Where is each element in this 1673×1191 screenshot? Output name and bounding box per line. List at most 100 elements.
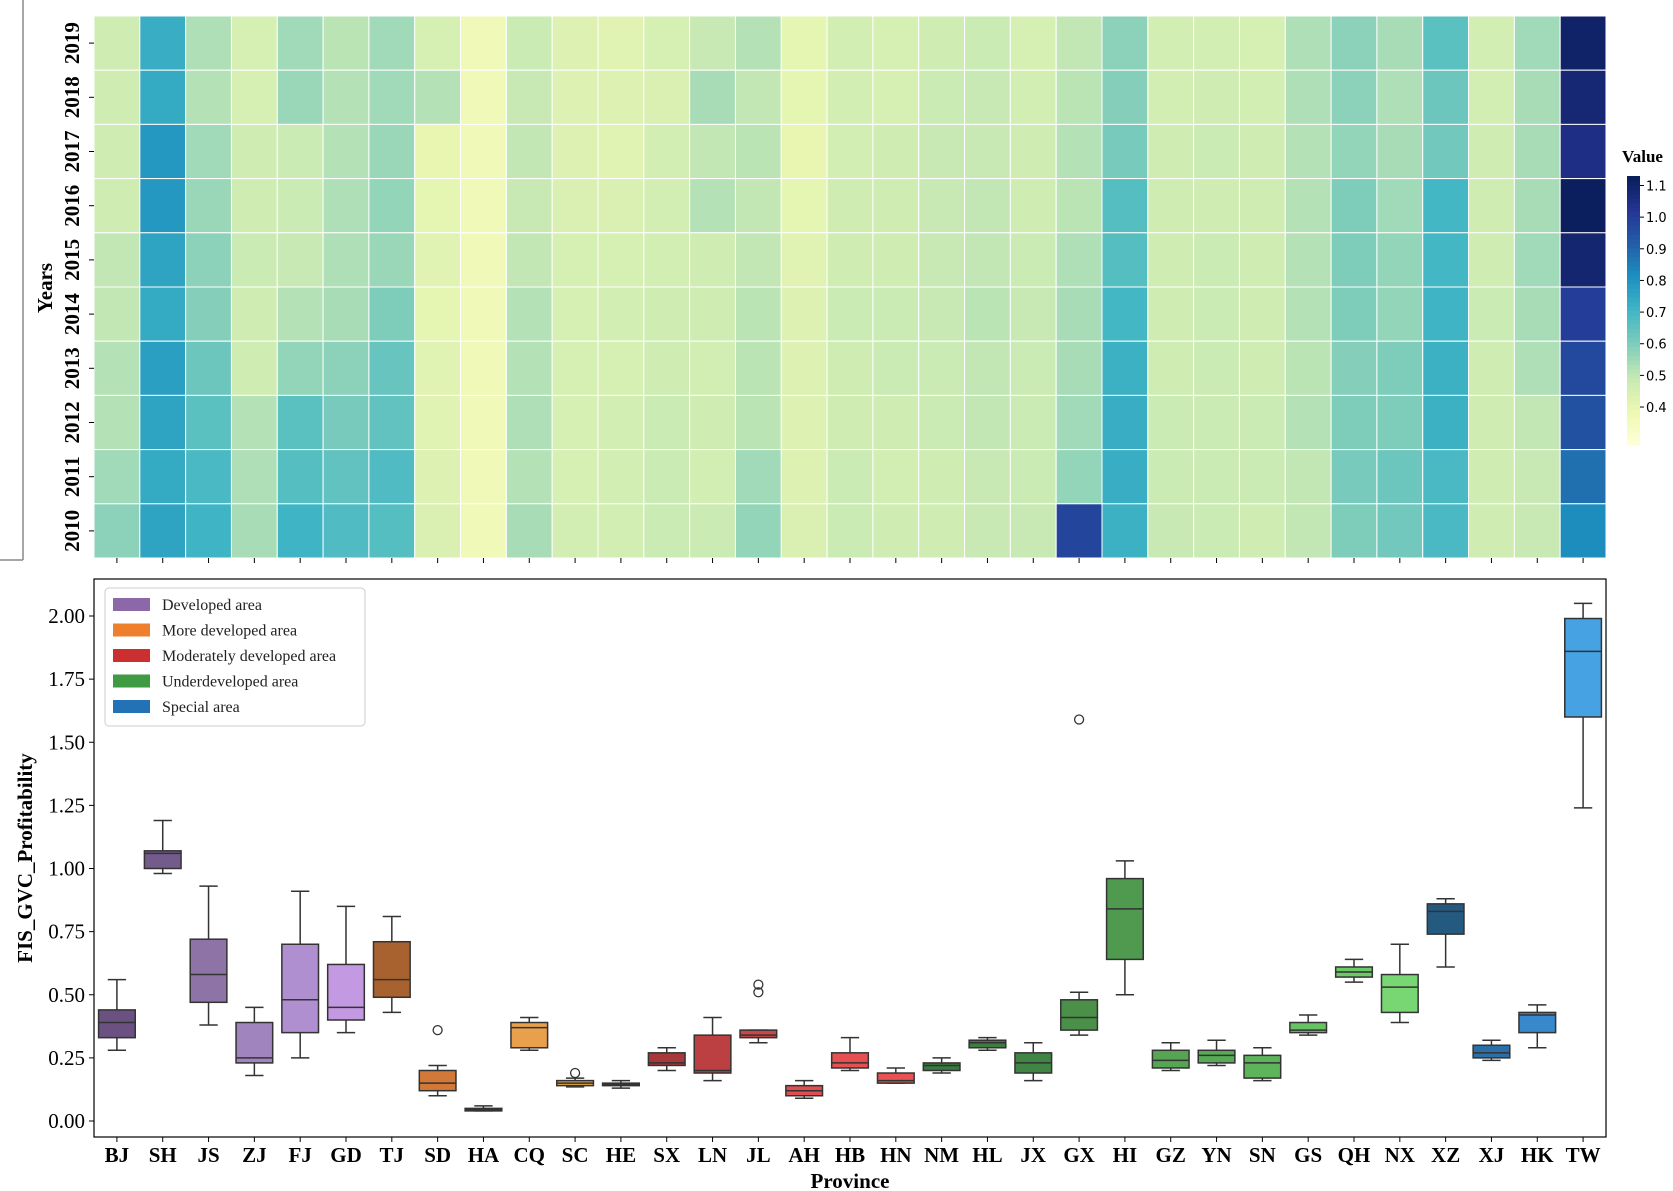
year-label: 2011 — [60, 456, 84, 497]
heatmap-ylabel: Years — [33, 263, 57, 313]
heatmap-cell — [597, 178, 645, 234]
heatmap-cell — [689, 69, 736, 125]
legend-swatch — [113, 649, 150, 662]
heatmap-cell — [551, 449, 599, 505]
box-JX: JX — [1014, 1041, 1053, 1167]
heatmap-cell — [826, 178, 874, 234]
heatmap-cell — [1055, 286, 1103, 342]
heatmap-cell — [1330, 178, 1378, 234]
heatmap-cell — [918, 286, 966, 342]
heatmap-cell — [597, 15, 645, 71]
box-QH: QH — [1334, 958, 1374, 1167]
box-ZJ: ZJ — [235, 1006, 274, 1167]
x-tick-label: HK — [1521, 1143, 1554, 1167]
heatmap-cell — [597, 232, 645, 288]
legend: Developed area More developed area Moderat… — [104, 587, 366, 727]
heatmap-cell — [185, 178, 232, 234]
heatmap-cell — [872, 232, 920, 288]
heatmap-cell — [1101, 232, 1149, 288]
colorbar-segment — [1627, 261, 1640, 267]
heatmap-cell — [643, 123, 691, 180]
box-JS: JS — [189, 885, 228, 1167]
heatmap-cell — [780, 394, 828, 451]
heatmap-cell — [505, 69, 553, 125]
heatmap-cell — [414, 15, 462, 71]
box-SH: SH — [143, 819, 182, 1167]
box-TW: TW — [1564, 602, 1603, 1167]
heatmap-cell — [643, 69, 691, 125]
box-body — [143, 850, 182, 870]
heatmap-cell — [964, 232, 1011, 288]
heatmap-cell — [1009, 340, 1057, 396]
heatmap-cell — [551, 232, 599, 288]
outlier-point — [753, 987, 764, 998]
heatmap-cell — [505, 449, 553, 505]
x-tick-label: GD — [330, 1143, 362, 1167]
colorbar-segment — [1627, 332, 1640, 338]
heatmap-cell — [964, 286, 1011, 342]
heatmap-cell — [689, 449, 736, 505]
box-SX: SX — [647, 1047, 686, 1167]
box-HI: HI — [1105, 860, 1144, 1167]
heatmap-cell — [93, 15, 141, 71]
legend-swatch — [113, 700, 150, 713]
heatmap-cell — [1330, 503, 1378, 559]
heatmap-cell — [368, 69, 416, 125]
heatmap-cell — [551, 340, 599, 396]
heatmap-cell — [918, 449, 966, 505]
heatmap-cell — [1101, 449, 1149, 505]
legend-label: Developed area — [162, 597, 262, 614]
heatmap-cell — [1468, 69, 1515, 125]
x-tick-label: NM — [924, 1143, 959, 1167]
heatmap-cell — [643, 449, 691, 505]
heatmap-cell — [597, 123, 645, 180]
heatmap-cell — [185, 286, 232, 342]
heatmap-cell — [139, 503, 187, 559]
heatmap-cell — [1330, 15, 1378, 71]
heatmap-cell — [1193, 232, 1240, 288]
colorbar-segment — [1627, 418, 1640, 424]
colorbar-segment — [1627, 431, 1640, 437]
heatmap-cell — [1330, 123, 1378, 180]
heatmap-cell — [139, 286, 187, 342]
heatmap-cell — [964, 503, 1011, 559]
heatmap-cell — [1422, 503, 1470, 559]
heatmap-cell — [643, 340, 691, 396]
heatmap-cell — [551, 286, 599, 342]
heatmap-cell — [918, 69, 966, 125]
colorbar-segment — [1627, 337, 1640, 343]
outlier-point — [1073, 714, 1085, 725]
heatmap-cell — [1238, 503, 1286, 559]
colorbar-tick-label: 0.4 — [1646, 401, 1667, 416]
heatmap-cell — [230, 69, 278, 125]
heatmap-cell — [1284, 286, 1332, 342]
heatmap-cell — [322, 123, 370, 180]
heatmap-cell — [1376, 178, 1424, 234]
x-tick-label: HB — [835, 1143, 865, 1167]
heatmap-cell — [918, 15, 966, 71]
heatmap-cell — [230, 15, 278, 71]
colorbar-segment — [1627, 252, 1640, 258]
colorbar-tick-label: 0.8 — [1646, 274, 1667, 289]
x-tick-label: XZ — [1431, 1143, 1460, 1167]
heatmap-cell — [505, 286, 553, 342]
heatmap-cell — [276, 232, 324, 288]
box-body — [326, 963, 366, 1021]
heatmap-cell — [643, 15, 691, 71]
colorbar-segment — [1627, 355, 1640, 361]
heatmap-cell — [230, 503, 278, 559]
heatmap-cell — [276, 394, 324, 451]
heatmap-cell — [93, 123, 141, 180]
heatmap-cell — [1055, 69, 1103, 125]
colorbar-segment — [1627, 436, 1640, 442]
colorbar-segment — [1627, 256, 1640, 262]
heatmap-cell — [185, 394, 232, 451]
heatmap-cell — [1009, 286, 1057, 342]
heatmap-cell — [368, 340, 416, 396]
heatmap-cell — [1009, 15, 1057, 71]
heatmap-cell — [780, 449, 828, 505]
x-tick-label: LN — [698, 1143, 727, 1167]
heatmap-cell — [551, 394, 599, 451]
colorbar-segment — [1627, 323, 1640, 330]
legend-swatch — [113, 623, 150, 637]
